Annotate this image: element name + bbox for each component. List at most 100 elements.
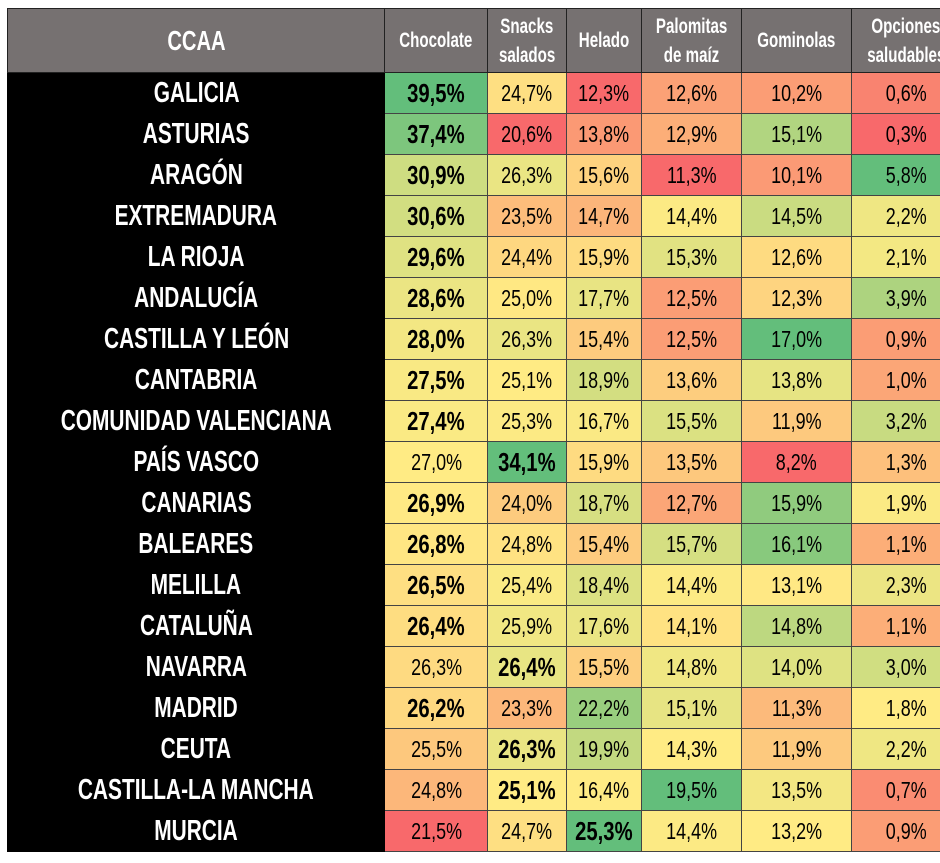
region-name: CASTILLA-LA MANCHA (78, 773, 315, 806)
column-header-label: salados (498, 43, 556, 67)
value-label: 19,9% (578, 735, 630, 762)
value-cell: 15,9% (566, 441, 642, 483)
region-name-cell: CANTABRIA (6, 359, 386, 401)
value-cell: 25,5% (384, 728, 488, 770)
value-cell: 24,8% (486, 523, 568, 565)
table-row: ASTURIAS 37,4% 20,6% 13,8% 12,9% 15,1% 0,3% (6, 113, 940, 155)
value-label: 26,4% (407, 610, 465, 641)
region-name: ANDALUCÍA (134, 281, 259, 314)
value-label: 27,0% (410, 448, 462, 475)
value-label: 28,6% (407, 282, 465, 313)
value-label: 0,6% (885, 79, 927, 106)
column-header-label: Helado (578, 29, 630, 52)
value-cell: 15,9% (566, 236, 642, 278)
value-label: 19,5% (666, 776, 717, 803)
value-label: 11,3% (666, 161, 717, 188)
value-label: 3,2% (885, 407, 927, 434)
region-name-cell: CASTILLA Y LEÓN (6, 318, 386, 360)
value-cell: 14,1% (640, 605, 743, 647)
value-cell: 24,8% (384, 769, 488, 811)
value-cell: 12,3% (741, 277, 852, 319)
region-name: GALICIA (153, 76, 240, 109)
region-name-cell: CANARIAS (6, 482, 386, 524)
value-label: 25,3% (575, 815, 633, 846)
value-label: 26,3% (498, 733, 556, 764)
value-label: 14,1% (666, 612, 717, 639)
region-name-cell: GALICIA (6, 72, 386, 114)
value-label: 18,7% (578, 489, 630, 516)
value-cell: 34,1% (486, 441, 568, 483)
value-label: 17,0% (770, 325, 822, 352)
value-cell: 17,7% (566, 277, 642, 319)
value-label: 13,5% (770, 776, 822, 803)
value-label: 8,2% (775, 448, 817, 475)
value-cell: 13,5% (741, 769, 852, 811)
region-name-cell: CEUTA (6, 728, 386, 770)
value-label: 26,8% (407, 528, 465, 559)
region-name: CANARIAS (141, 486, 252, 519)
region-name-cell: CASTILLA-LA MANCHA (6, 769, 386, 811)
value-label: 0,7% (885, 776, 927, 803)
value-cell: 26,3% (486, 318, 568, 360)
value-label: 23,5% (501, 202, 553, 229)
value-cell: 27,0% (384, 441, 488, 483)
value-label: 25,1% (501, 366, 553, 393)
region-name: EXTREMADURA (115, 199, 278, 232)
column-header-label: Snacks (500, 14, 554, 38)
value-cell: 17,6% (566, 605, 642, 647)
value-label: 11,9% (771, 407, 822, 434)
value-label: 27,5% (407, 364, 465, 395)
value-label: 17,6% (578, 612, 630, 639)
value-label: 25,0% (501, 284, 553, 311)
value-cell: 12,5% (640, 277, 743, 319)
value-label: 13,8% (770, 366, 822, 393)
value-label: 16,4% (578, 776, 630, 803)
region-name: MELILLA (150, 568, 242, 601)
value-cell: 14,3% (640, 728, 743, 770)
value-label: 15,1% (666, 694, 717, 721)
value-label: 12,6% (770, 243, 822, 270)
value-cell: 1,0% (850, 359, 940, 401)
value-label: 12,7% (666, 489, 717, 516)
value-label: 14,7% (578, 202, 630, 229)
value-label: 12,5% (666, 325, 717, 352)
value-cell: 18,9% (566, 359, 642, 401)
table-row: ARAGÓN 30,9% 26,3% 15,6% 11,3% 10,1% 5,8% (6, 154, 940, 196)
value-label: 24,8% (410, 776, 462, 803)
value-cell: 5,8% (850, 154, 940, 196)
value-label: 2,3% (885, 571, 927, 598)
value-cell: 26,3% (486, 154, 568, 196)
value-cell: 25,3% (566, 810, 642, 852)
value-cell: 3,9% (850, 277, 940, 319)
value-label: 1,8% (885, 694, 927, 721)
column-header: Helado (566, 8, 642, 73)
value-label: 15,6% (578, 161, 630, 188)
value-cell: 26,8% (384, 523, 488, 565)
region-name-cell: CATALUÑA (6, 605, 386, 647)
region-name: COMUNIDAD VALENCIANA (60, 404, 332, 437)
value-label: 2,2% (885, 735, 927, 762)
value-cell: 19,5% (640, 769, 743, 811)
value-cell: 1,1% (850, 605, 940, 647)
value-label: 26,3% (410, 653, 462, 680)
value-cell: 15,1% (741, 113, 852, 155)
value-label: 5,8% (885, 161, 927, 188)
value-label: 17,7% (578, 284, 630, 311)
region-name: ASTURIAS (142, 117, 250, 150)
region-name-cell: MADRID (6, 687, 386, 729)
value-label: 11,3% (771, 694, 822, 721)
value-label: 24,7% (501, 79, 553, 106)
value-label: 26,3% (501, 161, 553, 188)
value-cell: 12,9% (640, 113, 743, 155)
value-cell: 25,1% (486, 769, 568, 811)
value-cell: 24,7% (486, 72, 568, 114)
value-label: 28,0% (407, 323, 465, 354)
value-cell: 25,1% (486, 359, 568, 401)
value-cell: 13,6% (640, 359, 743, 401)
ccaa-snack-heatmap-table: CCAA Chocolate Snacks salados Helado Palomita… (6, 8, 940, 852)
value-label: 25,3% (501, 407, 553, 434)
value-cell: 12,5% (640, 318, 743, 360)
value-label: 2,1% (885, 243, 927, 270)
value-label: 23,3% (501, 694, 553, 721)
value-cell: 30,6% (384, 195, 488, 237)
